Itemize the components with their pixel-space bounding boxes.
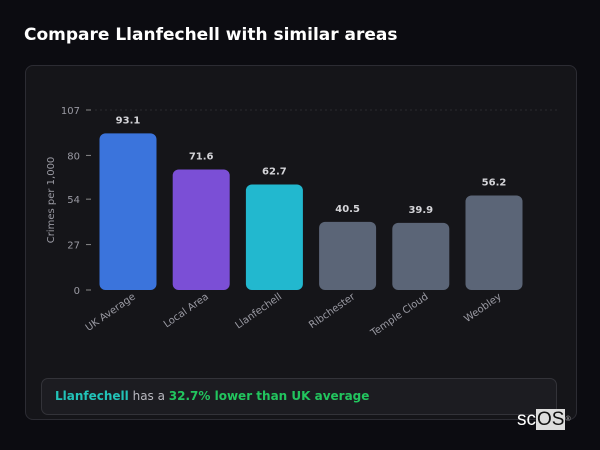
logo: scOS® (517, 409, 571, 430)
callout-highlight: 32.7% lower than UK average (168, 389, 370, 403)
bar-value-label: 40.5 (335, 204, 360, 215)
callout-text: has a (128, 389, 169, 403)
bar (319, 221, 377, 290)
y-tick-label: 107 (61, 106, 80, 117)
page-title: Compare Llanfechell with similar areas (24, 25, 398, 45)
y-tick-label: 54 (67, 195, 80, 206)
x-tick-label: Temple Cloud (368, 291, 430, 339)
bar-value-label: 93.1 (116, 115, 141, 126)
bar-value-label: 71.6 (189, 152, 214, 163)
y-tick-label: 0 (74, 286, 80, 297)
bar (245, 184, 303, 290)
bar-value-label: 62.7 (262, 167, 287, 178)
bar (392, 222, 450, 290)
bar (465, 195, 523, 290)
y-tick-label: 80 (67, 151, 80, 162)
bar (99, 133, 157, 290)
y-tick-label: 27 (67, 241, 80, 252)
x-tick-label: Llanfechell (234, 291, 285, 331)
bar-value-label: 39.9 (408, 205, 433, 216)
x-tick-label: Local Area (162, 291, 211, 330)
y-axis-label: Crimes per 1,000 (46, 157, 57, 244)
x-tick-label: Ribchester (307, 291, 358, 331)
comparison-callout: Llanfechell has a 32.7% lower than UK av… (41, 378, 557, 415)
x-tick-label: UK Average (84, 291, 138, 333)
bar (172, 169, 230, 290)
x-tick-label: Weobley (462, 291, 503, 325)
callout-place: Llanfechell (55, 389, 129, 403)
bar-value-label: 56.2 (482, 177, 507, 188)
